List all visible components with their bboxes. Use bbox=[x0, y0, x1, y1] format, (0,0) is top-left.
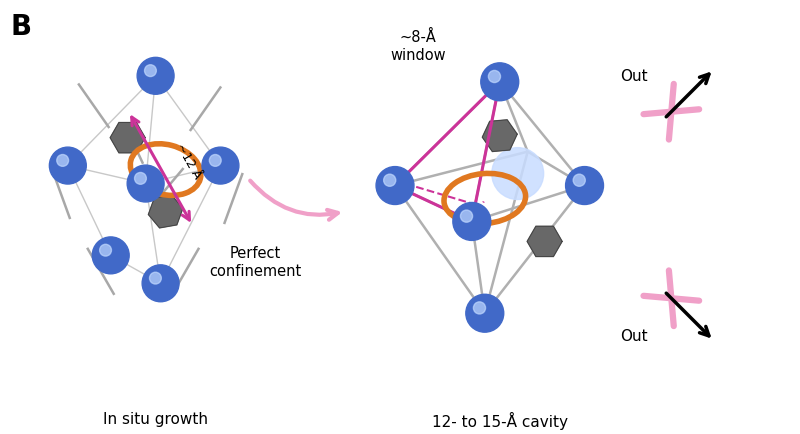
Text: ~8-Å
window: ~8-Å window bbox=[390, 30, 446, 62]
Circle shape bbox=[453, 203, 490, 241]
Text: B: B bbox=[11, 13, 32, 41]
Circle shape bbox=[92, 237, 129, 274]
Circle shape bbox=[573, 175, 586, 187]
Circle shape bbox=[488, 71, 501, 83]
Polygon shape bbox=[527, 227, 562, 257]
Circle shape bbox=[150, 273, 162, 284]
Circle shape bbox=[210, 155, 221, 167]
Circle shape bbox=[481, 64, 518, 102]
Polygon shape bbox=[148, 196, 182, 228]
Text: 12- to 15-Å cavity: 12- to 15-Å cavity bbox=[432, 411, 568, 429]
Circle shape bbox=[202, 148, 239, 184]
Circle shape bbox=[474, 302, 486, 314]
Circle shape bbox=[461, 210, 473, 223]
Circle shape bbox=[466, 295, 504, 332]
Circle shape bbox=[145, 66, 156, 77]
Circle shape bbox=[57, 155, 69, 167]
Circle shape bbox=[384, 175, 396, 187]
Text: Out: Out bbox=[621, 69, 648, 84]
Circle shape bbox=[100, 245, 111, 256]
Circle shape bbox=[376, 167, 414, 205]
Circle shape bbox=[137, 58, 174, 95]
Text: In situ growth: In situ growth bbox=[103, 411, 208, 426]
Circle shape bbox=[127, 166, 164, 203]
Polygon shape bbox=[110, 123, 145, 154]
Polygon shape bbox=[482, 121, 517, 152]
Circle shape bbox=[566, 167, 603, 205]
Circle shape bbox=[50, 148, 86, 184]
Circle shape bbox=[492, 148, 544, 200]
Text: Perfect
confinement: Perfect confinement bbox=[210, 246, 302, 278]
Circle shape bbox=[134, 173, 146, 185]
Text: ~12 Å: ~12 Å bbox=[173, 141, 203, 181]
Text: Out: Out bbox=[621, 328, 648, 343]
Circle shape bbox=[142, 265, 179, 302]
